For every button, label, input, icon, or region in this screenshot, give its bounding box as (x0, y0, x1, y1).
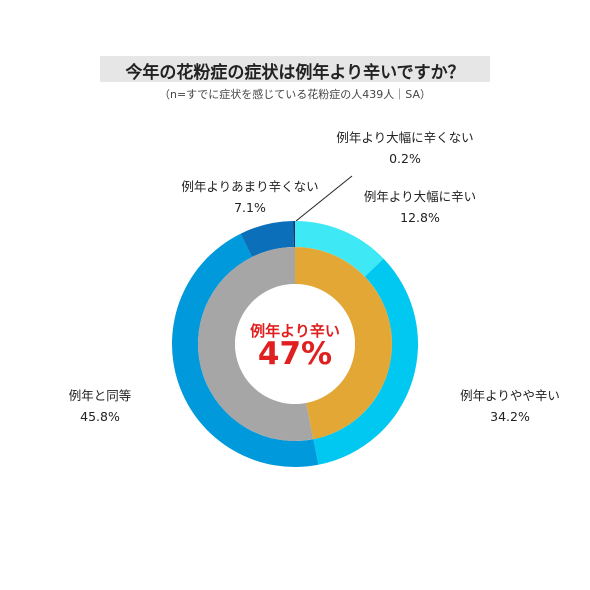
value-label: 12.8% (400, 210, 440, 225)
value-label: 34.2% (490, 409, 530, 424)
category-label: 例年より大幅に辛い (363, 189, 477, 204)
slice-slightly-more-severe (313, 258, 418, 465)
leader-line-small-slice (295, 175, 353, 222)
center-hole (235, 284, 355, 404)
label-much-more-severe: 例年より大幅に辛い 12.8% (345, 186, 495, 228)
slice-less-severe (240, 221, 294, 258)
category-label: 例年よりやや辛い (460, 388, 560, 403)
value-label: 0.2% (389, 151, 421, 166)
value-label: 45.8% (80, 409, 120, 424)
slice-same-as-usual (172, 233, 319, 467)
inner-slice-more-severe (295, 247, 392, 440)
category-label: 例年と同等 (68, 388, 132, 403)
center-value: 47% (257, 336, 333, 372)
slice-much-less-severe (293, 221, 295, 248)
label-much-less-severe: 例年より大幅に辛くない 0.2% (315, 127, 495, 169)
category-label: 例年よりあまり辛くない (181, 179, 319, 194)
center-label: 例年より辛い (250, 322, 340, 340)
category-label: 例年より大幅に辛くない (336, 130, 474, 145)
slice-much-more-severe (295, 221, 384, 277)
label-slightly-more-severe: 例年よりやや辛い 34.2% (440, 385, 580, 427)
chart-subtitle: （n=すでに症状を感じている花粉症の人439人｜SA） (158, 88, 431, 101)
inner-slice-other (197, 247, 314, 441)
outer-ring (172, 221, 418, 467)
label-less-severe: 例年よりあまり辛くない 7.1% (165, 176, 335, 218)
title-background (100, 56, 490, 82)
inner-ring (197, 247, 392, 441)
value-label: 7.1% (234, 200, 266, 215)
chart-title: 今年の花粉症の症状は例年より辛いですか？ (125, 63, 465, 83)
label-same-as-usual: 例年と同等 45.8% (45, 385, 155, 427)
